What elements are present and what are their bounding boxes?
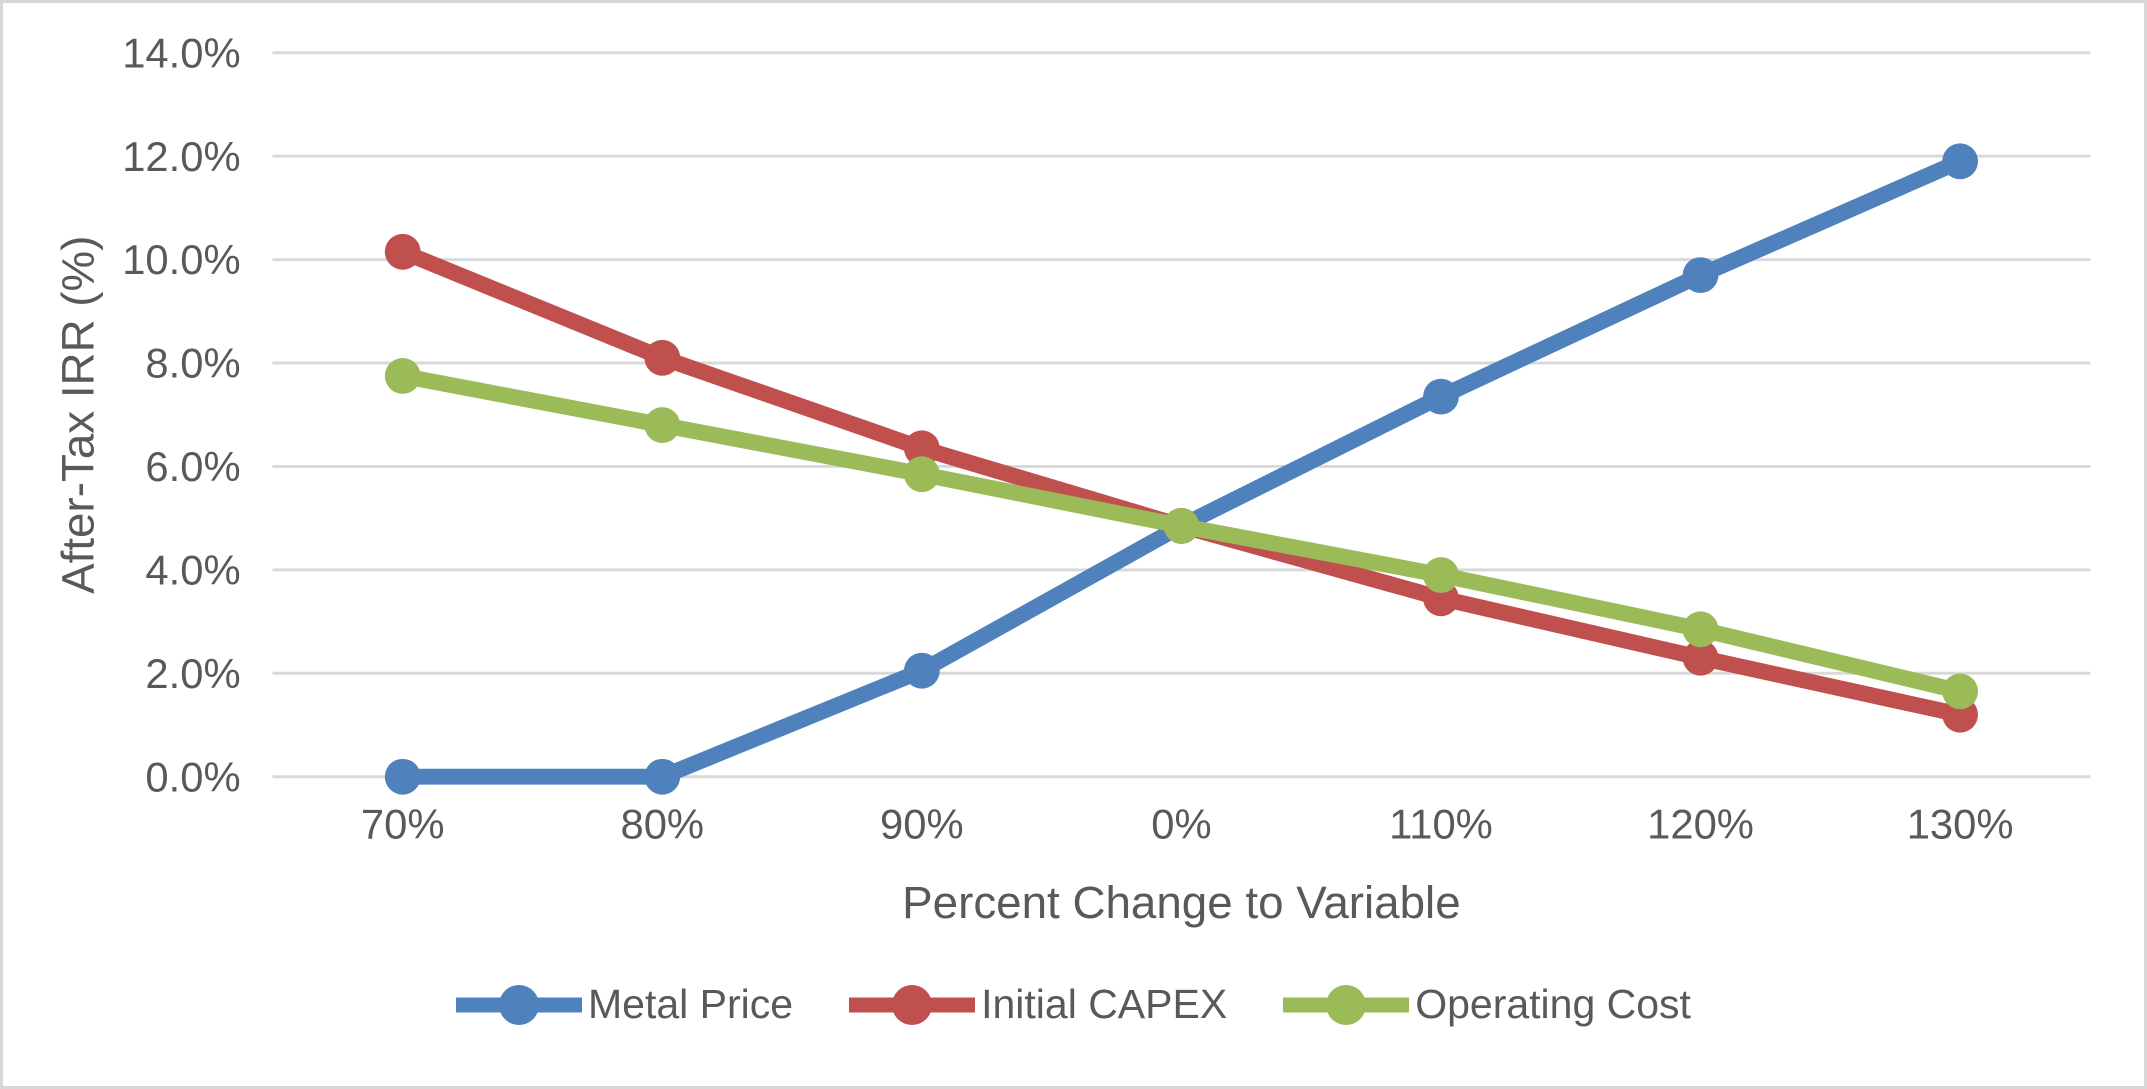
- legend-item-operating-cost: Operating Cost: [1283, 981, 1691, 1028]
- y-tick-label: 10.0%: [122, 236, 240, 283]
- y-tick-label: 12.0%: [122, 133, 240, 180]
- legend-marker-operating-cost: [1283, 984, 1410, 1025]
- legend-label: Operating Cost: [1415, 981, 1691, 1027]
- series-line-metal-price: [394, 153, 1969, 785]
- x-axis-tick-labels: 70% 80% 90% 0% 110% 120% 130%: [361, 800, 2014, 847]
- legend-marker-metal-price: [456, 984, 583, 1025]
- data-point-initial-capex-90-: [903, 430, 940, 467]
- legend-marker-initial-capex: [849, 984, 976, 1025]
- data-point-operating-cost-90-: [903, 456, 940, 493]
- data-point-metal-price-70-: [384, 758, 421, 795]
- gridlines: [272, 51, 2091, 779]
- y-axis-tick-labels: 0.0% 2.0% 4.0% 6.0% 8.0% 10.0% 12.0% 14.0%: [122, 29, 240, 800]
- series-line-initial-capex: [394, 243, 1969, 723]
- legend-item-metal-price: Metal Price: [456, 981, 793, 1028]
- y-tick-label: 4.0%: [145, 546, 240, 593]
- y-tick-label: 0.0%: [145, 753, 240, 800]
- legend-item-initial-capex: Initial CAPEX: [849, 981, 1227, 1028]
- y-tick-label: 6.0%: [145, 443, 240, 490]
- y-tick-label: 8.0%: [145, 340, 240, 387]
- data-point-operating-cost-130-: [1942, 673, 1978, 710]
- data-point-operating-cost-80-: [644, 407, 681, 443]
- data-point-metal-price-90-: [903, 652, 940, 689]
- series-layer: [384, 143, 1978, 795]
- legend-label: Metal Price: [588, 981, 794, 1027]
- data-point-operating-cost-0-: [1163, 508, 1200, 544]
- x-axis-title: Percent Change to Variable: [902, 877, 1460, 928]
- x-tick-label: 110%: [1389, 800, 1493, 847]
- x-tick-label: 70%: [361, 800, 445, 847]
- data-point-metal-price-110-: [1423, 378, 1459, 415]
- x-tick-label: 90%: [880, 800, 964, 847]
- legend-dot: [1326, 984, 1367, 1025]
- data-point-operating-cost-110-: [1423, 557, 1459, 593]
- data-point-metal-price-130-: [1942, 143, 1978, 180]
- x-tick-label: 130%: [1907, 800, 2014, 847]
- sensitivity-line-chart: 0.0% 2.0% 4.0% 6.0% 8.0% 10.0% 12.0% 14.0% 70% 8…: [52, 29, 2091, 928]
- y-axis-title: After-Tax IRR (%): [52, 236, 103, 594]
- data-point-metal-price-120-: [1682, 257, 1719, 293]
- chart-legend: Metal Price Initial CAPEX Operating Cost: [3, 981, 2144, 1028]
- data-point-operating-cost-120-: [1682, 611, 1719, 648]
- data-point-initial-capex-80-: [644, 339, 681, 376]
- series-operating-cost: [384, 358, 1978, 710]
- y-tick-label: 14.0%: [122, 29, 240, 76]
- series-metal-price: [384, 143, 1978, 795]
- data-point-initial-capex-120-: [1682, 639, 1719, 676]
- legend-dot: [499, 984, 540, 1025]
- legend-label: Initial CAPEX: [981, 981, 1228, 1027]
- x-tick-label: 0%: [1151, 800, 1211, 847]
- x-tick-label: 120%: [1647, 800, 1754, 847]
- x-tick-label: 80%: [620, 800, 704, 847]
- data-point-initial-capex-70-: [384, 233, 421, 270]
- data-point-operating-cost-70-: [384, 358, 421, 394]
- y-tick-label: 2.0%: [145, 650, 240, 697]
- legend-dot: [892, 984, 933, 1025]
- series-initial-capex: [384, 233, 1978, 733]
- data-point-metal-price-80-: [644, 758, 681, 795]
